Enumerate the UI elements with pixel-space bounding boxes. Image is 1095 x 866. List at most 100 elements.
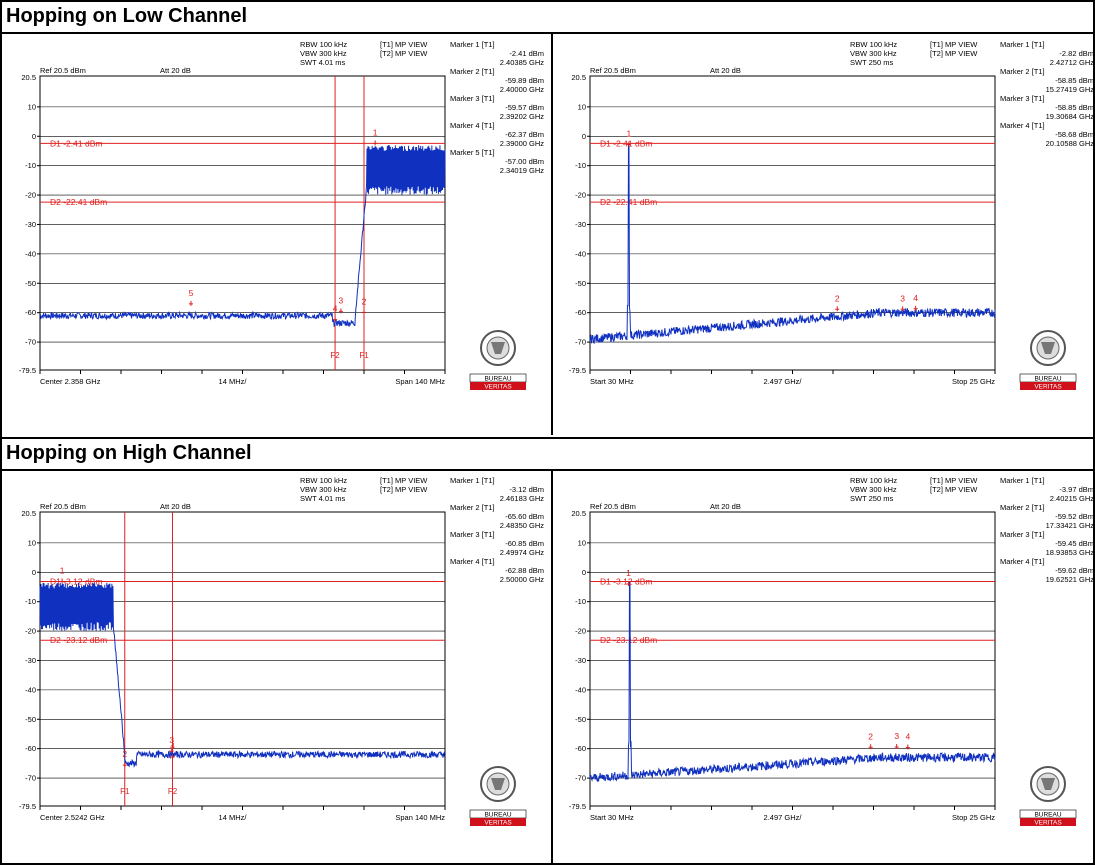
marker-2-label: 2 (835, 293, 840, 303)
y-tick-label: -20 (575, 191, 586, 200)
rbw-label: RBW 100 kHz (300, 476, 347, 485)
freq-line-label-f1: F1 (120, 787, 130, 796)
display-line-label-d2: D2 -22.41 dBm (50, 197, 107, 207)
y-tick-label: 0 (582, 568, 586, 577)
y-tick-label: -10 (575, 161, 586, 170)
marker-2-symbol (835, 306, 840, 312)
y-tick-label: -50 (25, 715, 36, 724)
panel-divider-top (551, 34, 553, 435)
logo-bottom-bar (1020, 382, 1076, 390)
trace-line (39, 145, 446, 328)
panel-divider-bottom (551, 470, 553, 863)
vbw-label: VBW 300 kHz (850, 49, 897, 58)
marker-4-level: -62.37 dBm (505, 130, 544, 139)
marker-1-symbol (373, 140, 378, 146)
y-tick-label: 0 (32, 568, 36, 577)
marker-3-title: Marker 3 [T1] (1000, 94, 1045, 103)
trace1-view-label: [T1] MP VIEW (930, 40, 978, 49)
marker-5-level: -57.00 dBm (505, 157, 544, 166)
marker-3-symbol (894, 744, 899, 750)
marker-1-title: Marker 1 [T1] (450, 476, 495, 485)
logo-bottom-bar (1020, 818, 1076, 826)
y-tick-label: -30 (25, 656, 36, 665)
marker-3-label: 3 (900, 293, 905, 303)
attenuation-label: Att 20 dB (160, 502, 191, 511)
marker-4-freq: 2.50000 GHz (500, 575, 544, 584)
marker-3-label: 3 (339, 295, 344, 305)
attenuation-label: Att 20 dB (710, 66, 741, 75)
y-tick-label: -30 (575, 220, 586, 229)
y-tick-label: -60 (25, 308, 36, 317)
trace1-view-label: [T1] MP VIEW (380, 476, 428, 485)
marker-2-title: Marker 2 [T1] (450, 67, 495, 76)
display-line-label-d2: D2 -23.12 dBm (50, 635, 107, 645)
display-line-label-d1: D1 -2.41 dBm (50, 138, 102, 148)
y-bottom-label: -79.5 (569, 366, 586, 375)
section-header-low: Hopping on Low Channel (2, 2, 1093, 34)
marker-2-freq: 2.48350 GHz (500, 521, 544, 530)
ref-level-label: Ref 20.5 dBm (40, 502, 86, 511)
x-stop-label: Span 140 MHz (395, 377, 445, 386)
trace2-view-label: [T2] MP VIEW (380, 49, 428, 58)
marker-2-level: -65.60 dBm (505, 512, 544, 521)
logo-text-veritas: VERITAS (1034, 384, 1062, 391)
marker-3-level: -59.57 dBm (505, 103, 544, 112)
y-tick-label: -20 (25, 191, 36, 200)
marker-1-title: Marker 1 [T1] (450, 40, 495, 49)
x-stop-label: Span 140 MHz (395, 813, 445, 822)
seal-emblem-icon (1041, 778, 1055, 790)
marker-5-title: Marker 5 [T1] (450, 148, 495, 157)
marker-1-level: -2.41 dBm (509, 49, 544, 58)
logo-text-bureau: BUREAU (484, 812, 511, 819)
marker-2-level: -58.85 dBm (1055, 76, 1094, 85)
trace1-view-label: [T1] MP VIEW (930, 476, 978, 485)
marker-2-level: -59.52 dBm (1055, 512, 1094, 521)
plot-area (589, 75, 996, 371)
marker-4-level: -58.68 dBm (1055, 130, 1094, 139)
marker-1-label: 1 (627, 129, 632, 139)
y-tick-label: -30 (575, 656, 586, 665)
display-line-label-d2: D2 -23.12 dBm (600, 635, 657, 645)
marker-3-freq: 18.93853 GHz (1046, 548, 1095, 557)
vbw-label: VBW 300 kHz (300, 49, 347, 58)
marker-4-label: 4 (333, 304, 338, 314)
y-tick-label: 10 (28, 538, 36, 547)
marker-4-freq: 2.39000 GHz (500, 139, 544, 148)
section-title-high: Hopping on High Channel (6, 442, 252, 464)
logo-text-veritas: VERITAS (1034, 820, 1062, 827)
y-tick-label: -10 (575, 597, 586, 606)
y-tick-label: -70 (575, 338, 586, 347)
marker-3-freq: 2.39202 GHz (500, 112, 544, 121)
display-line-label-d1: D1 -2.41 dBm (600, 138, 652, 148)
y-tick-label: -40 (25, 685, 36, 694)
marker-2-label: 2 (868, 731, 873, 741)
y-top-label: 20.5 (21, 509, 36, 518)
marker-3-title: Marker 3 [T1] (450, 530, 495, 539)
marker-1-freq: 2.40215 GHz (1050, 494, 1094, 503)
marker-2-freq: 17.33421 GHz (1046, 521, 1095, 530)
x-start-label: Start 30 MHz (590, 377, 634, 386)
marker-4-label: 4 (905, 732, 910, 742)
marker-5-label: 5 (189, 288, 194, 298)
attenuation-label: Att 20 dB (710, 502, 741, 511)
marker-3-label: 3 (894, 731, 899, 741)
marker-3-freq: 2.49974 GHz (500, 548, 544, 557)
marker-4-freq: 19.62521 GHz (1046, 575, 1095, 584)
y-tick-label: -50 (575, 279, 586, 288)
marker-5-freq: 2.34019 GHz (500, 166, 544, 175)
y-tick-label: 0 (582, 132, 586, 141)
marker-1-level: -3.12 dBm (509, 485, 544, 494)
y-tick-label: -60 (25, 744, 36, 753)
rbw-label: RBW 100 kHz (850, 476, 897, 485)
y-tick-label: 10 (578, 538, 586, 547)
marker-4-title: Marker 4 [T1] (1000, 121, 1045, 130)
marker-4-level: -59.62 dBm (1055, 566, 1094, 575)
marker-2-symbol (362, 309, 366, 315)
y-tick-label: -60 (575, 744, 586, 753)
